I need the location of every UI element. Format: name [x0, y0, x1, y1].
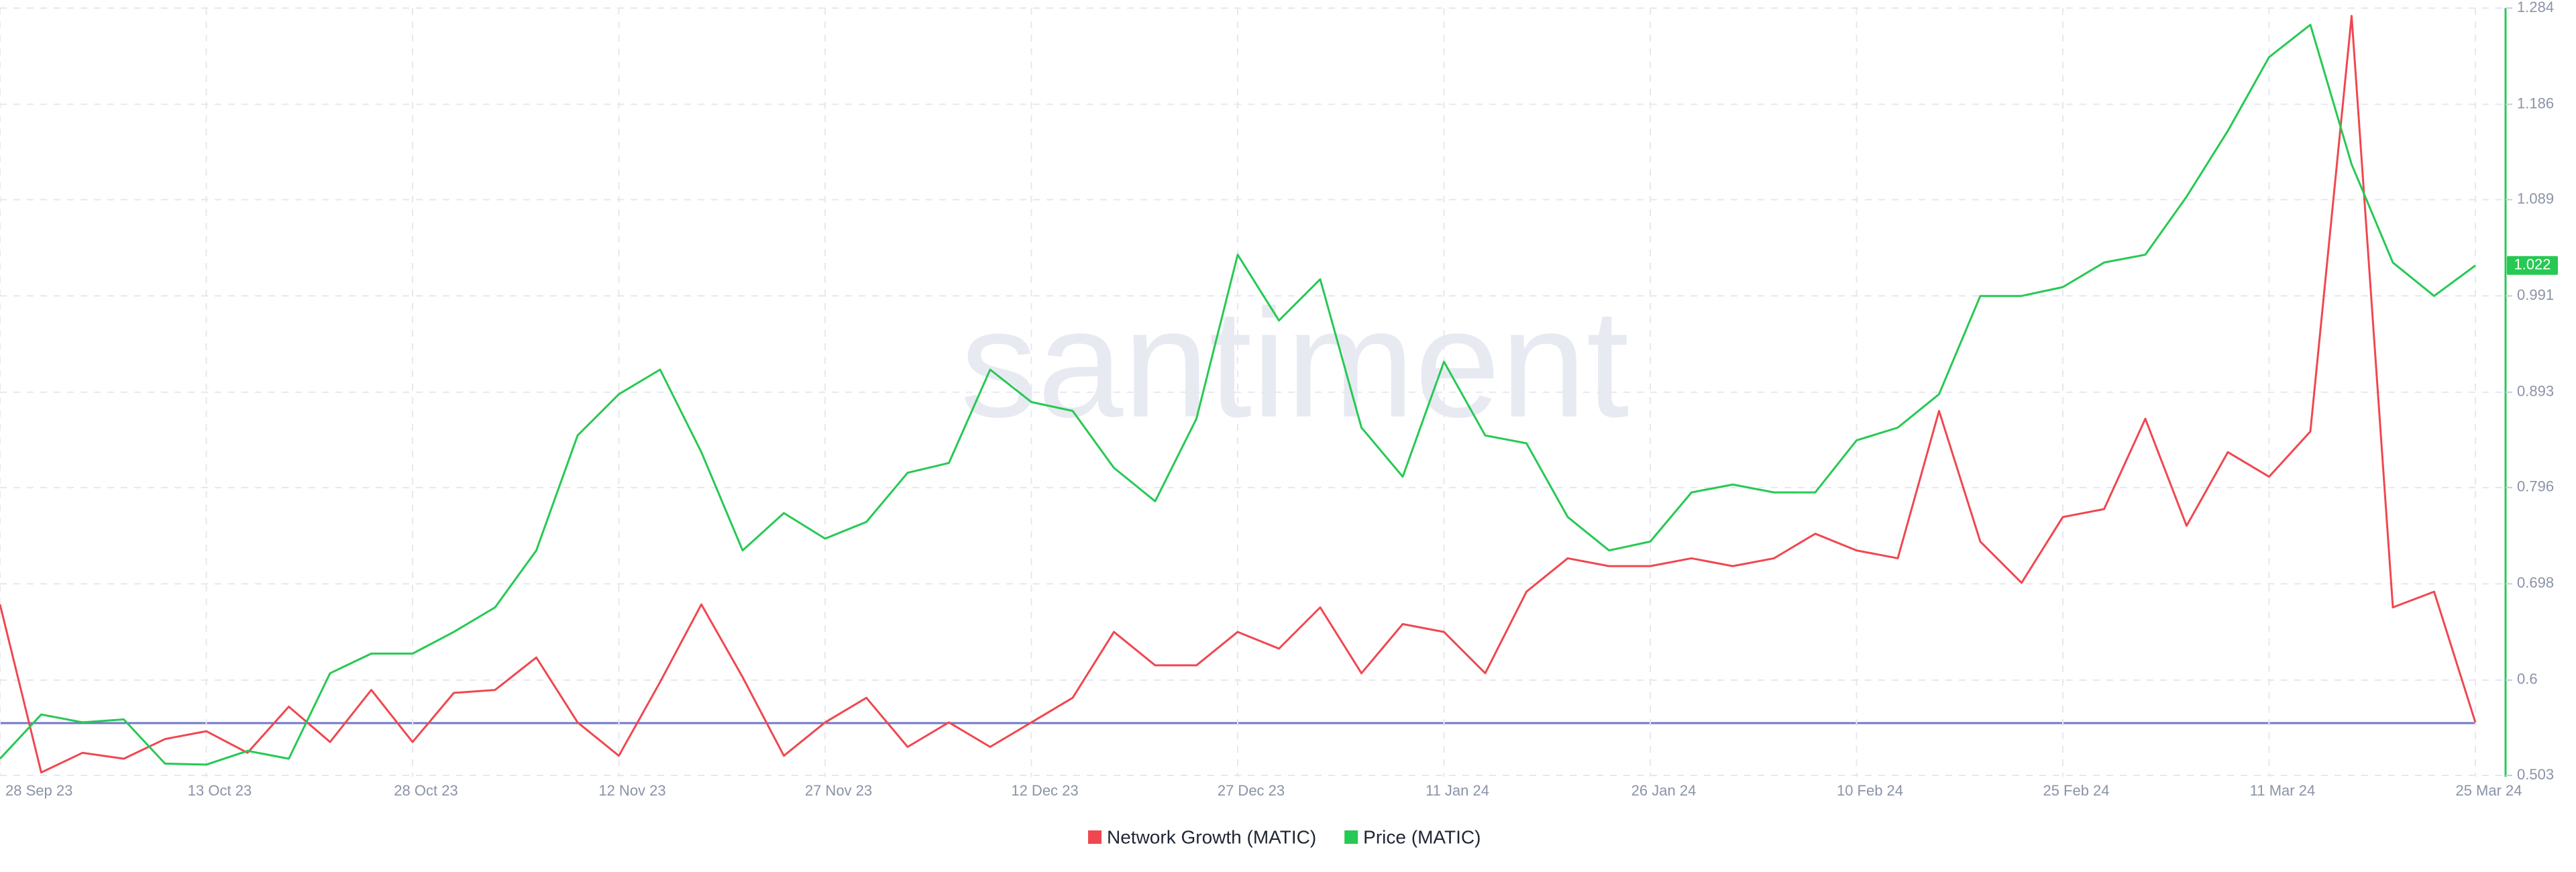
watermark: santiment	[960, 277, 1629, 449]
x-tick-label: 13 Oct 23	[188, 782, 252, 799]
legend-label: Price (MATIC)	[1363, 826, 1481, 847]
x-tick-label: 28 Oct 23	[394, 782, 458, 799]
y-tick-label: 0.796	[2517, 478, 2554, 495]
x-tick-label: 27 Nov 23	[805, 782, 872, 799]
last-value-label: 1.022	[2514, 256, 2551, 273]
legend-swatch	[1344, 830, 1358, 844]
x-tick-label: 12 Dec 23	[1011, 782, 1078, 799]
legend-swatch	[1088, 830, 1102, 844]
y-tick-label: 1.186	[2517, 95, 2554, 111]
x-tick-label: 11 Jan 24	[1426, 782, 1489, 799]
x-tick-label: 26 Jan 24	[1631, 782, 1697, 799]
x-tick-label: 11 Mar 24	[2250, 782, 2315, 799]
y-tick-label: 0.893	[2517, 383, 2554, 400]
y-tick-label: 0.698	[2517, 574, 2554, 591]
y-tick-label: 0.991	[2517, 286, 2554, 303]
x-tick-label: 12 Nov 23	[598, 782, 665, 799]
last-value-badge	[2507, 256, 2558, 275]
y-tick-label: 0.503	[2517, 766, 2554, 783]
x-tick-label: 10 Feb 24	[1837, 782, 1903, 799]
series-line	[0, 23, 2476, 766]
y-tick-label: 1.089	[2517, 190, 2554, 207]
x-tick-label: 25 Feb 24	[2043, 782, 2109, 799]
x-tick-label: 28 Sep 23	[5, 782, 72, 799]
series-line	[0, 15, 2477, 774]
x-tick-label: 25 Mar 24	[2455, 782, 2522, 799]
y-tick-label: 1.284	[2517, 0, 2554, 15]
x-tick-label: 27 Dec 23	[1218, 782, 1285, 799]
y-tick-label: 0.6	[2517, 671, 2538, 688]
legend-label: Network Growth (MATIC)	[1107, 826, 1316, 847]
